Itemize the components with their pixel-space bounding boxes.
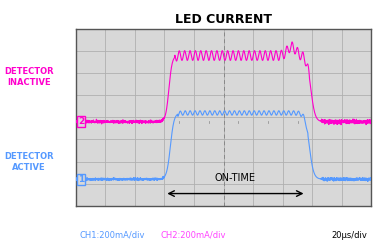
Text: 1: 1: [78, 175, 84, 184]
Text: DETECTOR
INACTIVE: DETECTOR INACTIVE: [4, 67, 53, 88]
Text: ON-TIME: ON-TIME: [215, 173, 256, 182]
Title: LED CURRENT: LED CURRENT: [175, 14, 272, 26]
Text: DETECTOR
ACTIVE: DETECTOR ACTIVE: [4, 152, 53, 172]
Text: CH1:200mA/div: CH1:200mA/div: [80, 231, 145, 240]
Text: 20μs/div: 20μs/div: [332, 231, 368, 240]
Text: 2: 2: [78, 117, 84, 126]
Text: CH2:200mA/div: CH2:200mA/div: [161, 231, 226, 240]
